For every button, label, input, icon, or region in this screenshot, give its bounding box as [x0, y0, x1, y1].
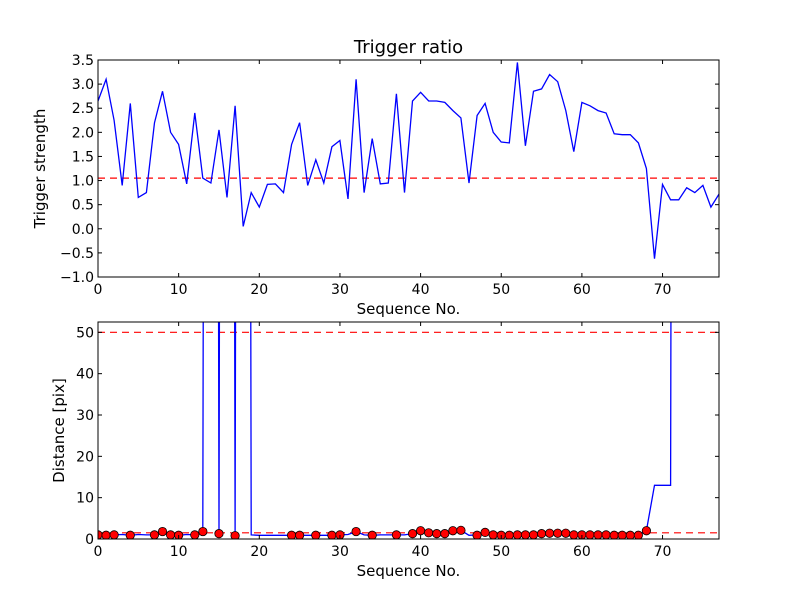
bottom-x-axis-label: Sequence No.: [357, 562, 461, 580]
data-point-marker: [601, 530, 611, 539]
data-point-marker: [311, 530, 321, 539]
y-tick-label: 1.5: [72, 149, 94, 165]
x-tick-label: 60: [573, 544, 591, 560]
data-point-marker: [536, 529, 547, 539]
data-point-marker: [190, 530, 200, 539]
y-tick-label: −1.0: [60, 270, 94, 286]
y-tick-label: 0.0: [72, 222, 94, 238]
data-point-marker: [625, 530, 635, 539]
data-point-marker: [335, 530, 345, 539]
y-tick-label: 50: [76, 325, 94, 341]
x-tick-label: 40: [412, 282, 430, 298]
x-tick-label: 20: [250, 544, 268, 560]
y-tick-label: 1.0: [72, 174, 94, 190]
trigger-plot-frame: [97, 59, 720, 278]
bottom-y-axis-label: Distance [pix]: [50, 378, 68, 483]
data-point-marker: [448, 526, 458, 536]
data-point-marker: [593, 530, 603, 539]
y-tick-label: 40: [76, 367, 94, 383]
data-point-marker: [214, 529, 224, 539]
data-point-marker: [327, 530, 337, 539]
trigger-plot-area: [98, 60, 719, 277]
data-point-marker: [504, 530, 514, 539]
x-tick-label: 0: [94, 282, 103, 298]
data-point-marker: [488, 530, 498, 539]
data-point-marker: [198, 526, 208, 537]
data-point-marker: [109, 530, 119, 539]
data-point-marker: [286, 530, 297, 539]
data-point-marker: [230, 531, 240, 539]
distance-plot-frame: [97, 321, 720, 540]
data-point-marker: [432, 529, 442, 539]
data-point-marker: [149, 530, 160, 539]
data-point-marker: [424, 528, 434, 538]
data-point-marker: [101, 530, 111, 539]
x-tick-label: 50: [492, 544, 510, 560]
data-point-marker: [456, 525, 466, 535]
data-point-marker: [512, 530, 522, 539]
chart-title: Trigger ratio: [353, 37, 463, 58]
data-point-marker: [440, 529, 450, 539]
x-tick-label: 20: [250, 282, 268, 298]
data-point-marker: [157, 526, 168, 537]
y-tick-label: 0.5: [72, 198, 94, 214]
y-tick-label: 3.0: [72, 77, 94, 93]
data-point-marker: [407, 529, 418, 539]
x-tick-label: 60: [573, 282, 591, 298]
data-point-marker: [553, 528, 563, 538]
data-point-marker: [472, 530, 482, 539]
x-tick-label: 10: [170, 282, 188, 298]
data-point-marker: [633, 530, 643, 539]
y-tick-label: 3.5: [72, 53, 94, 69]
y-tick-label: 10: [76, 491, 94, 507]
data-point-marker: [617, 530, 627, 539]
data-point-marker: [528, 530, 539, 539]
top-y-axis-label: Trigger strength: [31, 109, 49, 230]
y-tick-label: −0.5: [60, 246, 94, 262]
x-tick-label: 30: [331, 544, 349, 560]
x-tick-label: 40: [412, 544, 430, 560]
data-point-marker: [561, 528, 571, 538]
data-point-marker: [351, 526, 361, 537]
distance-plot-area: [98, 322, 719, 539]
x-tick-label: 10: [170, 544, 188, 560]
x-tick-label: 30: [331, 282, 349, 298]
distance-chart: 0 10 20 30 40 50 60 70 0 10 20 30 40 50 Sequence No.…: [50, 321, 720, 580]
data-point-marker: [165, 530, 176, 539]
data-point-marker: [415, 526, 426, 536]
data-point-marker: [520, 530, 531, 539]
data-point-marker: [641, 526, 652, 536]
data-point-marker: [125, 530, 135, 539]
trigger-ratio-chart: 0 10 20 30 40 50 60 70 −1.0 −0.5 0.0 0.5 1.0 1.5 2.0 2…: [31, 37, 720, 318]
data-point-marker: [569, 530, 579, 539]
data-point-marker: [545, 528, 555, 538]
data-point-marker: [585, 530, 595, 539]
data-series-line: [98, 62, 719, 259]
y-tick-label: 2.5: [72, 101, 94, 117]
y-tick-label: 0: [85, 532, 94, 548]
data-point-marker: [480, 527, 490, 537]
data-point-marker: [391, 530, 402, 539]
y-tick-label: 2.0: [72, 125, 94, 141]
y-tick-label: 30: [76, 408, 94, 424]
x-tick-label: 70: [654, 544, 672, 560]
top-x-axis-label: Sequence No.: [357, 300, 461, 318]
x-tick-label: 50: [492, 282, 510, 298]
data-point-marker: [609, 530, 619, 539]
data-point-marker: [295, 530, 305, 539]
data-point-marker: [367, 530, 377, 539]
y-tick-label: 20: [76, 449, 94, 465]
x-tick-label: 70: [654, 282, 672, 298]
x-tick-label: 0: [94, 544, 103, 560]
